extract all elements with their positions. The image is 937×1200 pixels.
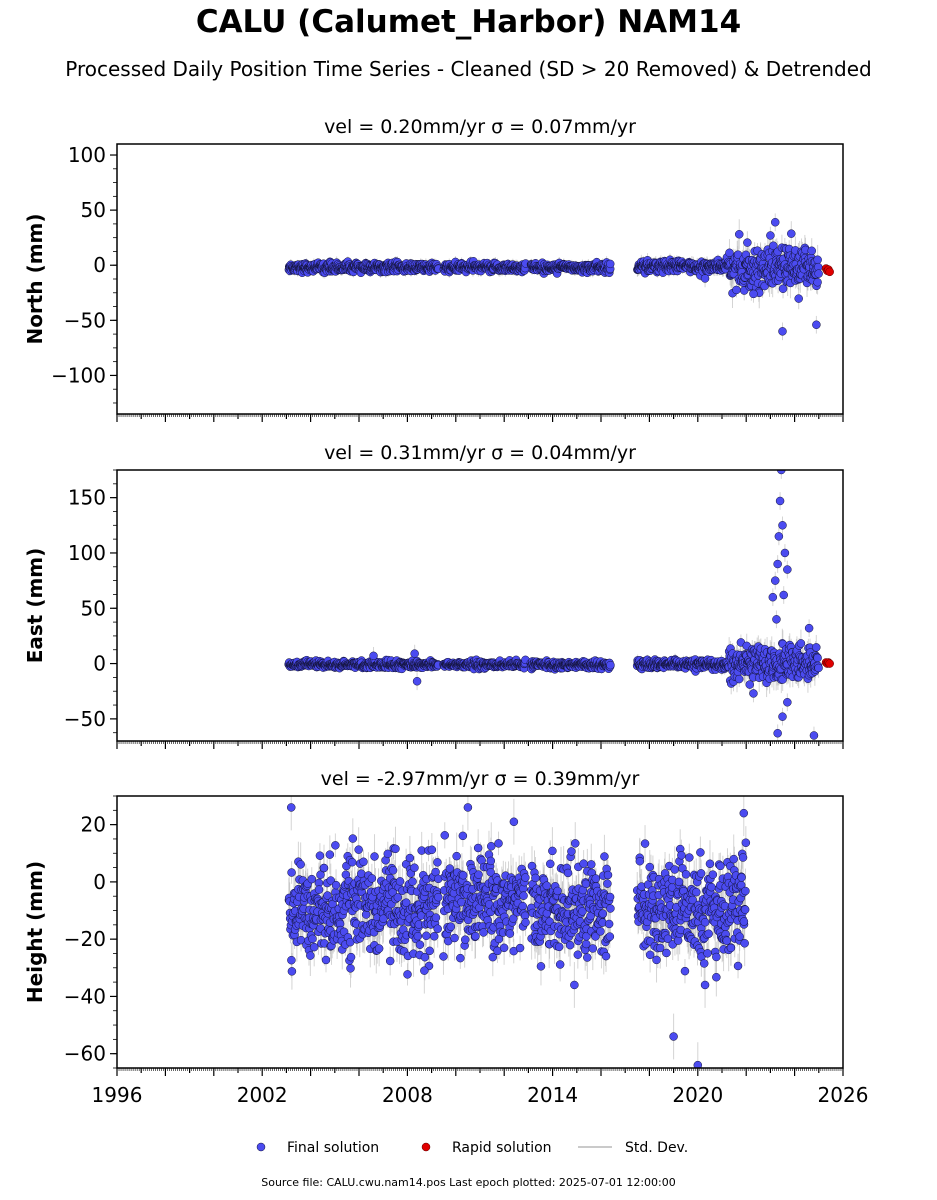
y-axis-label: North (mm) bbox=[23, 213, 47, 344]
y-tick-label: 50 bbox=[81, 198, 106, 222]
plot-area bbox=[284, 213, 834, 341]
final-solution-point bbox=[734, 230, 744, 239]
final-solution-point bbox=[813, 255, 822, 265]
y-tick-label: −50 bbox=[64, 308, 106, 332]
page-subtitle: Processed Daily Position Time Series - C… bbox=[65, 57, 872, 81]
y-tick-label: −100 bbox=[51, 363, 106, 387]
final-solution-point bbox=[732, 285, 741, 295]
final-solution-point bbox=[787, 229, 796, 238]
final-solution-point bbox=[743, 238, 752, 247]
final-solution-point bbox=[807, 246, 816, 256]
y-tick-label: 0 bbox=[93, 253, 106, 277]
final-solution-point bbox=[814, 269, 823, 278]
panel-1: vel = 0.20mm/yr σ = 0.07mm/yr North (mm) 1… bbox=[23, 116, 844, 422]
final-solution-point bbox=[794, 294, 803, 303]
y-tick-label: 100 bbox=[68, 143, 106, 167]
final-solution-point bbox=[605, 259, 615, 269]
final-solution-point bbox=[725, 248, 734, 258]
panel-title: vel = 0.20mm/yr σ = 0.07mm/yr bbox=[324, 116, 636, 138]
final-solution-point bbox=[778, 327, 787, 336]
final-solution-point bbox=[812, 320, 821, 329]
final-solution-point bbox=[813, 277, 822, 287]
y-axis-label: East (mm) bbox=[23, 548, 47, 664]
plot-area bbox=[284, 470, 834, 741]
final-solution-point bbox=[700, 274, 710, 283]
panel-title: vel = 0.31mm/yr σ = 0.04mm/yr bbox=[324, 442, 636, 464]
final-solution-point bbox=[770, 217, 780, 227]
final-solution-point bbox=[766, 231, 775, 240]
page-title: CALU (Calumet_Harbor) NAM14 bbox=[195, 4, 742, 40]
final-solution-point bbox=[769, 241, 778, 250]
rapid-solution-point bbox=[825, 267, 834, 277]
final-solution-point bbox=[778, 284, 788, 293]
final-solution-point bbox=[749, 289, 758, 299]
